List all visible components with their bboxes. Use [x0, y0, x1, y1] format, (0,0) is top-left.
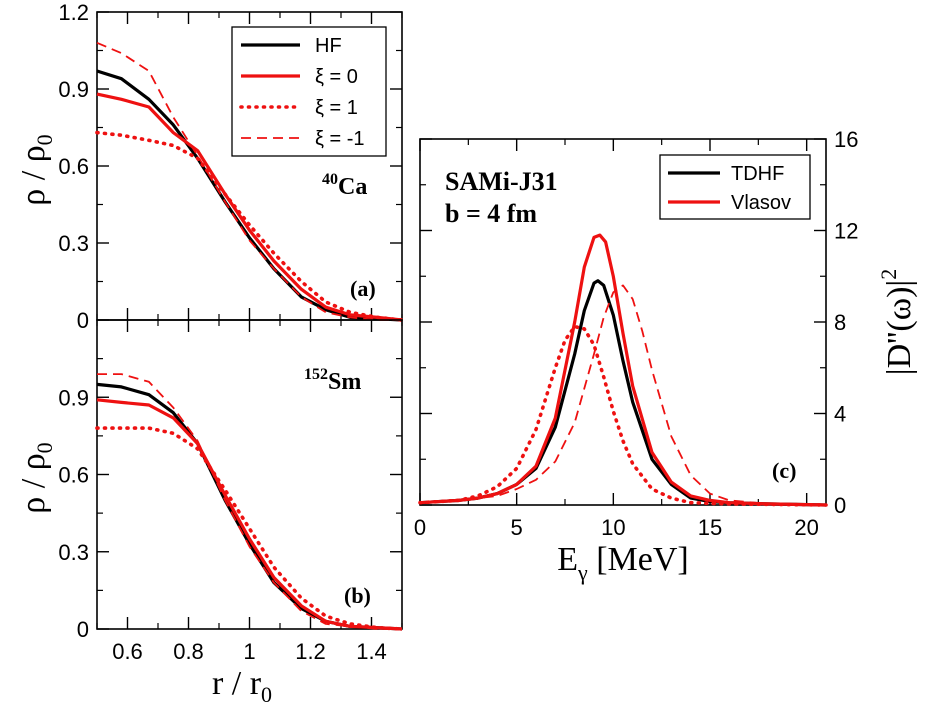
panel-a-element: Ca — [338, 174, 367, 200]
panel-c-xlabel-main: E — [557, 541, 578, 578]
panel-a-series-0-line — [96, 92, 403, 322]
panel-c-ylabel: |D''(ω)|2 — [876, 269, 918, 375]
legend-label-xi0: ξ = 0 — [315, 66, 358, 88]
panel-b-mass-number: 152 — [304, 366, 328, 383]
panel-a-ytick-label: 0 — [77, 308, 89, 333]
panel-b-ytick-label: 0 — [77, 617, 89, 642]
panel-c-legend: TDHF Vlasov — [659, 154, 811, 220]
panel-a-ylabel-main: ρ / ρ — [15, 145, 52, 205]
panel-b-xlabel: r / r0 — [212, 665, 272, 707]
panel-b-label: (b) — [344, 583, 371, 608]
panel-c-ytick-label: 4 — [834, 402, 846, 427]
panel-b-ytick-label: 0.6 — [58, 463, 89, 488]
panel-c-series-vlasov-1-line — [418, 324, 828, 507]
panel-c-xtick-label: 20 — [794, 515, 818, 540]
panel-a-series-1-line — [96, 41, 402, 321]
panel-c-series-tdhf-line — [419, 279, 827, 507]
panel-b-ylabel: ρ / ρ0 — [15, 442, 57, 513]
panel-b-ytick-label: 0.3 — [58, 540, 89, 565]
panel-a-label: (a) — [350, 276, 376, 301]
panel-c-xtick-label: 10 — [601, 515, 625, 540]
panel-b: 0.6 0.8 1 1.2 1.400.30.60.9 ρ / ρ0 r / r0 15… — [15, 319, 404, 707]
panel-b-xlabel-sub: 0 — [261, 682, 272, 707]
panel-b-ytick-label: 0.9 — [58, 385, 89, 410]
panel-b-xtick-label: 0.8 — [173, 639, 204, 664]
panel-a-ylabel-sub: 0 — [32, 134, 57, 145]
panel-a-mass-number: 40 — [322, 171, 338, 188]
panel-b-ylabel-main: ρ / ρ — [15, 453, 52, 513]
panel-a-ytick-label: 0.6 — [58, 154, 89, 179]
panel-c-ytick-label: 12 — [834, 219, 858, 244]
panel-a-series-1-line — [95, 130, 404, 322]
panel-b-nucleus-label: 152Sm — [304, 366, 361, 395]
panel-b-series-1-line — [97, 373, 402, 630]
panel-c-xlabel-sub: γ — [577, 560, 588, 585]
panel-a-legend-box — [231, 26, 387, 157]
legend-label-vlasov: Vlasov — [731, 192, 791, 214]
panel-b-ylabel-sub: 0 — [32, 442, 57, 453]
panel-c-ytick-label: 0 — [834, 493, 846, 518]
panel-c-xtick-label: 5 — [511, 515, 523, 540]
panel-a-ytick-label: 0.3 — [58, 231, 89, 256]
panel-b-xtick-label: 1.2 — [295, 639, 326, 664]
panel-a-ytick-label: 1.2 — [58, 0, 89, 25]
panel-c-series-vlasov-1-line — [419, 284, 827, 506]
legend-label-hf: HF — [315, 35, 342, 57]
legend-label-tdhf: TDHF — [731, 163, 784, 185]
panel-a-ylabel: ρ / ρ0 — [15, 134, 57, 205]
panel-b-xlabel-main: r / r — [212, 665, 262, 702]
panel-c-annotation-model: SAMi-J31 — [445, 167, 558, 196]
panel-c-xlabel-rest: [MeV] — [588, 541, 689, 578]
panel-c-legend-box — [659, 154, 811, 220]
panel-b-xtick-label: 0.6 — [112, 639, 143, 664]
panel-b-series-0-line — [96, 398, 403, 631]
panel-a-nucleus-label: 40Ca — [322, 171, 367, 200]
panel-c-ytick-label: 8 — [834, 310, 846, 335]
panel-c-ylabel-sup: 2 — [876, 269, 901, 280]
panel-c-ytick-label: 16 — [834, 127, 858, 152]
panel-c-label: (c) — [772, 458, 796, 483]
panel-a: 00.30.60.91.2 ρ / ρ0 40Ca (a) HF ξ = 0 ξ… — [15, 0, 404, 333]
panel-b-series-1-line — [95, 426, 404, 631]
panel-c-series-vlasov-line — [419, 233, 827, 507]
legend-label-xim1: ξ = -1 — [315, 128, 365, 150]
panel-a-legend: HF ξ = 0 ξ = 1 ξ = -1 — [231, 26, 387, 157]
panel-c-xtick-label: 15 — [698, 515, 722, 540]
panel-b-xtick-label: 1.4 — [356, 639, 387, 664]
legend-label-xi1: ξ = 1 — [315, 97, 358, 119]
panel-c-xtick-label: 0 — [414, 515, 426, 540]
panel-c: 0 5 10 15 20 0 4 8 12 16 Eγ [MeV] |D''(ω)|2 SAMi-… — [414, 127, 918, 585]
panel-a-ytick-label: 0.9 — [58, 77, 89, 102]
panel-c-annotation-impact: b = 4 fm — [445, 199, 537, 228]
panel-c-xlabel: Eγ [MeV] — [557, 541, 689, 585]
panel-c-ylabel-main: |D''(ω)| — [881, 280, 918, 375]
panel-b-element: Sm — [328, 369, 361, 395]
panel-b-xtick-label: 1 — [243, 639, 255, 664]
